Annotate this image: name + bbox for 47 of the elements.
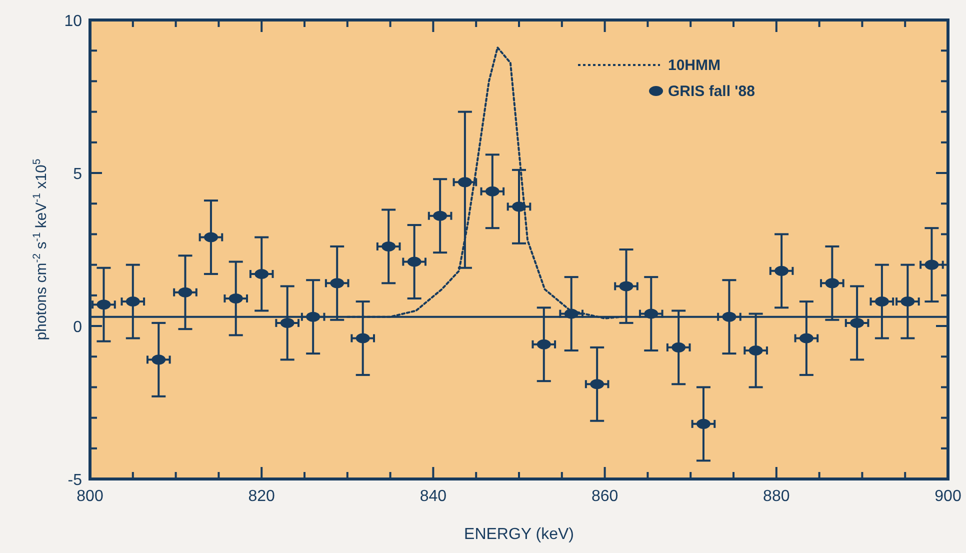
y-tick-label: 5 xyxy=(73,166,82,183)
point xyxy=(874,296,889,307)
x-axis-title: ENERGY (keV) xyxy=(464,526,574,543)
point xyxy=(850,318,864,328)
point xyxy=(433,210,448,221)
point xyxy=(774,266,789,276)
point xyxy=(799,333,814,344)
legend-entry: 10HMM xyxy=(578,57,721,74)
point xyxy=(96,300,111,310)
point xyxy=(407,256,422,267)
y-tick-label: 10 xyxy=(64,13,82,30)
x-tick-label: 900 xyxy=(934,488,962,505)
point xyxy=(564,308,578,319)
point xyxy=(228,293,243,304)
y-tick-label: 0 xyxy=(73,319,82,336)
x-tick-label: 800 xyxy=(76,488,104,505)
point xyxy=(485,186,500,196)
point xyxy=(178,287,192,298)
legend-label: GRIS fall '88 xyxy=(668,83,755,100)
point xyxy=(924,260,939,270)
point xyxy=(825,278,840,288)
x-tick-label: 880 xyxy=(763,488,790,505)
point xyxy=(644,308,658,319)
point xyxy=(152,354,166,365)
point xyxy=(590,379,604,390)
point xyxy=(900,296,915,307)
point xyxy=(619,281,634,292)
x-tick-label: 820 xyxy=(248,488,276,505)
x-tick-label: 840 xyxy=(420,488,447,505)
y-tick-label: -5 xyxy=(68,472,82,489)
point xyxy=(204,232,218,242)
point xyxy=(126,296,140,307)
legend-entry: GRIS fall '88 xyxy=(649,83,755,100)
x-tick-label: 860 xyxy=(591,488,618,505)
point xyxy=(254,268,269,279)
point xyxy=(512,202,526,212)
point xyxy=(280,318,294,328)
point xyxy=(330,278,344,288)
point xyxy=(748,345,763,356)
point xyxy=(672,342,686,352)
point xyxy=(382,241,396,252)
point xyxy=(356,333,370,344)
point xyxy=(722,312,736,322)
point xyxy=(306,312,320,322)
point xyxy=(696,418,710,429)
point xyxy=(458,177,472,188)
point xyxy=(536,339,551,350)
